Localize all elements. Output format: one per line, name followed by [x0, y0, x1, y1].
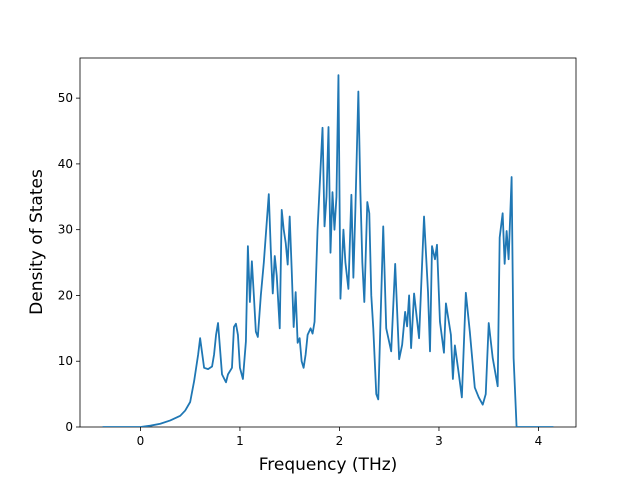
y-tick-label: 10	[58, 354, 73, 368]
plot-frame	[79, 57, 577, 428]
y-tick-label: 40	[58, 157, 73, 171]
y-axis-label: Density of States	[27, 169, 47, 315]
x-axis-label: Frequency (THz)	[259, 455, 398, 475]
y-tick-label: 20	[58, 288, 73, 302]
data-line	[102, 74, 554, 427]
x-tick-label: 4	[535, 434, 543, 448]
y-tick-label: 50	[58, 91, 73, 105]
y-tick-label: 30	[58, 223, 73, 237]
x-tick-label: 1	[236, 434, 244, 448]
x-tick-label: 0	[137, 434, 145, 448]
y-tick-label: 0	[65, 420, 73, 434]
x-tick-label: 3	[435, 434, 443, 448]
x-tick-label: 2	[336, 434, 344, 448]
